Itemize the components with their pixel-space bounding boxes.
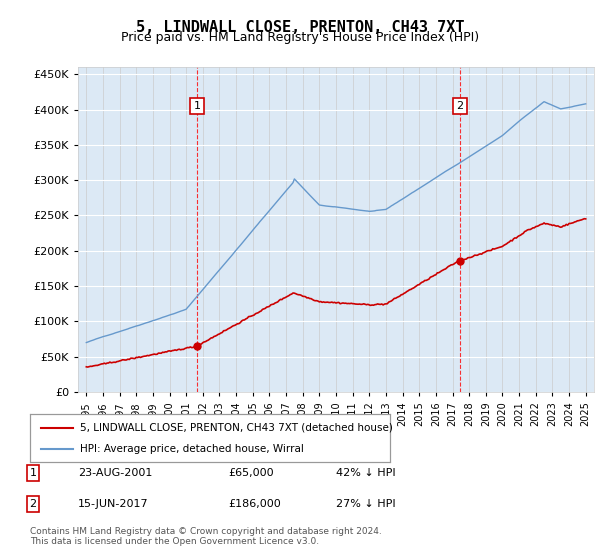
Text: Price paid vs. HM Land Registry's House Price Index (HPI): Price paid vs. HM Land Registry's House …	[121, 31, 479, 44]
Text: 23-AUG-2001: 23-AUG-2001	[78, 468, 152, 478]
Text: Contains HM Land Registry data © Crown copyright and database right 2024.
This d: Contains HM Land Registry data © Crown c…	[30, 526, 382, 546]
Text: 2: 2	[457, 101, 464, 111]
FancyBboxPatch shape	[30, 414, 390, 462]
Text: 5, LINDWALL CLOSE, PRENTON, CH43 7XT (detached house): 5, LINDWALL CLOSE, PRENTON, CH43 7XT (de…	[80, 423, 393, 433]
Text: 15-JUN-2017: 15-JUN-2017	[78, 499, 149, 509]
Text: 5, LINDWALL CLOSE, PRENTON, CH43 7XT: 5, LINDWALL CLOSE, PRENTON, CH43 7XT	[136, 20, 464, 35]
Text: 42% ↓ HPI: 42% ↓ HPI	[336, 468, 395, 478]
Text: HPI: Average price, detached house, Wirral: HPI: Average price, detached house, Wirr…	[80, 444, 304, 454]
Text: £65,000: £65,000	[228, 468, 274, 478]
Text: £186,000: £186,000	[228, 499, 281, 509]
Text: 1: 1	[29, 468, 37, 478]
Text: 2: 2	[29, 499, 37, 509]
Text: 27% ↓ HPI: 27% ↓ HPI	[336, 499, 395, 509]
Text: 1: 1	[193, 101, 200, 111]
